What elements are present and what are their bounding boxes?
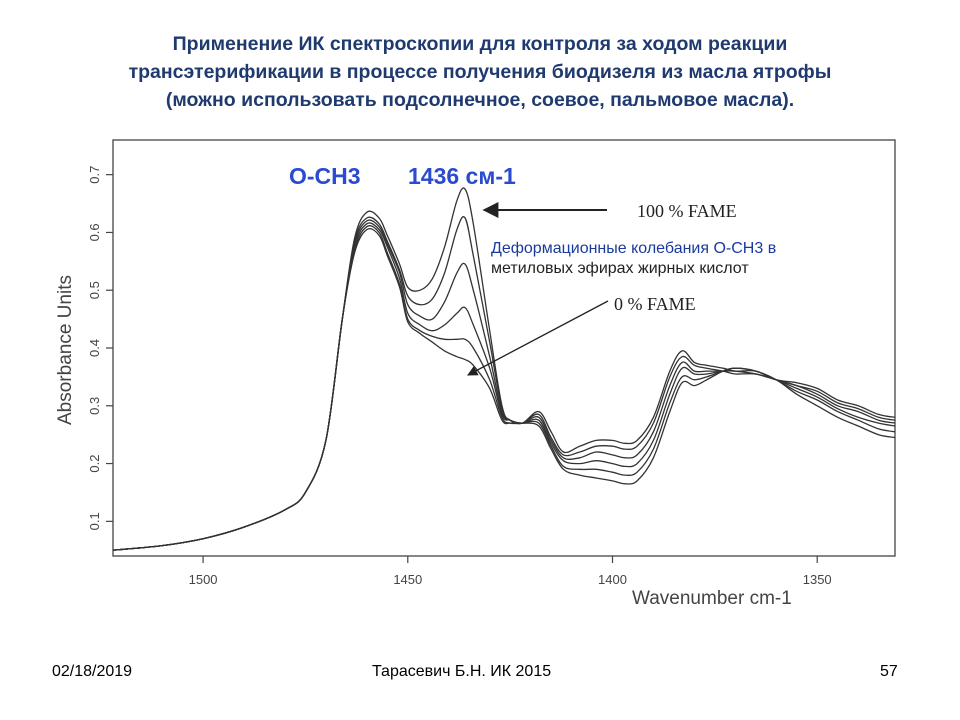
- y-axis-label: Absorbance Units: [55, 275, 76, 425]
- y-ticks: 0.1 0.2 0.3 0.4 0.5 0.6 0.7: [87, 166, 113, 530]
- x-axis-label: Wavenumber cm-1: [632, 588, 792, 609]
- y-tick-label: 0.2: [87, 455, 102, 473]
- och3-text: O-CH3: [289, 163, 361, 189]
- annotation-0-fame: 0 % FAME: [614, 294, 696, 314]
- x-tick-label: 1500: [189, 572, 218, 587]
- annotation-note-line-1: Деформационные колебания O-CH3 в: [491, 240, 776, 257]
- footer-page-number: 57: [880, 663, 898, 680]
- y-tick-label: 0.4: [87, 339, 102, 357]
- x-ticks: 1500 1450 1400 1350: [189, 556, 832, 587]
- series-group: [112, 187, 896, 551]
- annotation-note-line-2: метиловых эфирах жирных кислот: [491, 260, 749, 277]
- y-tick-label: 0.6: [87, 223, 102, 241]
- plot-frame: [112, 139, 896, 557]
- title-line-1: Применение ИК спектроскопии для контроля…: [172, 33, 788, 55]
- y-tick-label: 0.3: [87, 397, 102, 415]
- footer-author: Тарасевич Б.Н. ИК 2015: [372, 663, 552, 680]
- spectrum-line-6: [112, 228, 896, 551]
- annotation-och3: O-CH3: [289, 163, 361, 189]
- footer-date: 02/18/2019: [52, 663, 133, 680]
- y-tick-label: 0.7: [87, 166, 102, 184]
- y-tick-label: 0.5: [87, 281, 102, 299]
- title-line-3: (можно использовать подсолнечное, соевое…: [165, 89, 795, 111]
- slide-title: Применение ИК спектроскопии для контроля…: [20, 30, 940, 114]
- y-tick-label: 0.1: [87, 512, 102, 530]
- annotation-peak-label: 1436 см-1: [408, 163, 516, 189]
- annotation-100-fame: 100 % FAME: [637, 201, 737, 221]
- x-tick-label: 1350: [803, 572, 832, 587]
- title-line-2: трансэтерификации в процессе получения б…: [128, 61, 832, 83]
- x-tick-label: 1400: [598, 572, 627, 587]
- arrow-0-fame: [467, 300, 609, 376]
- x-tick-label: 1450: [393, 572, 422, 587]
